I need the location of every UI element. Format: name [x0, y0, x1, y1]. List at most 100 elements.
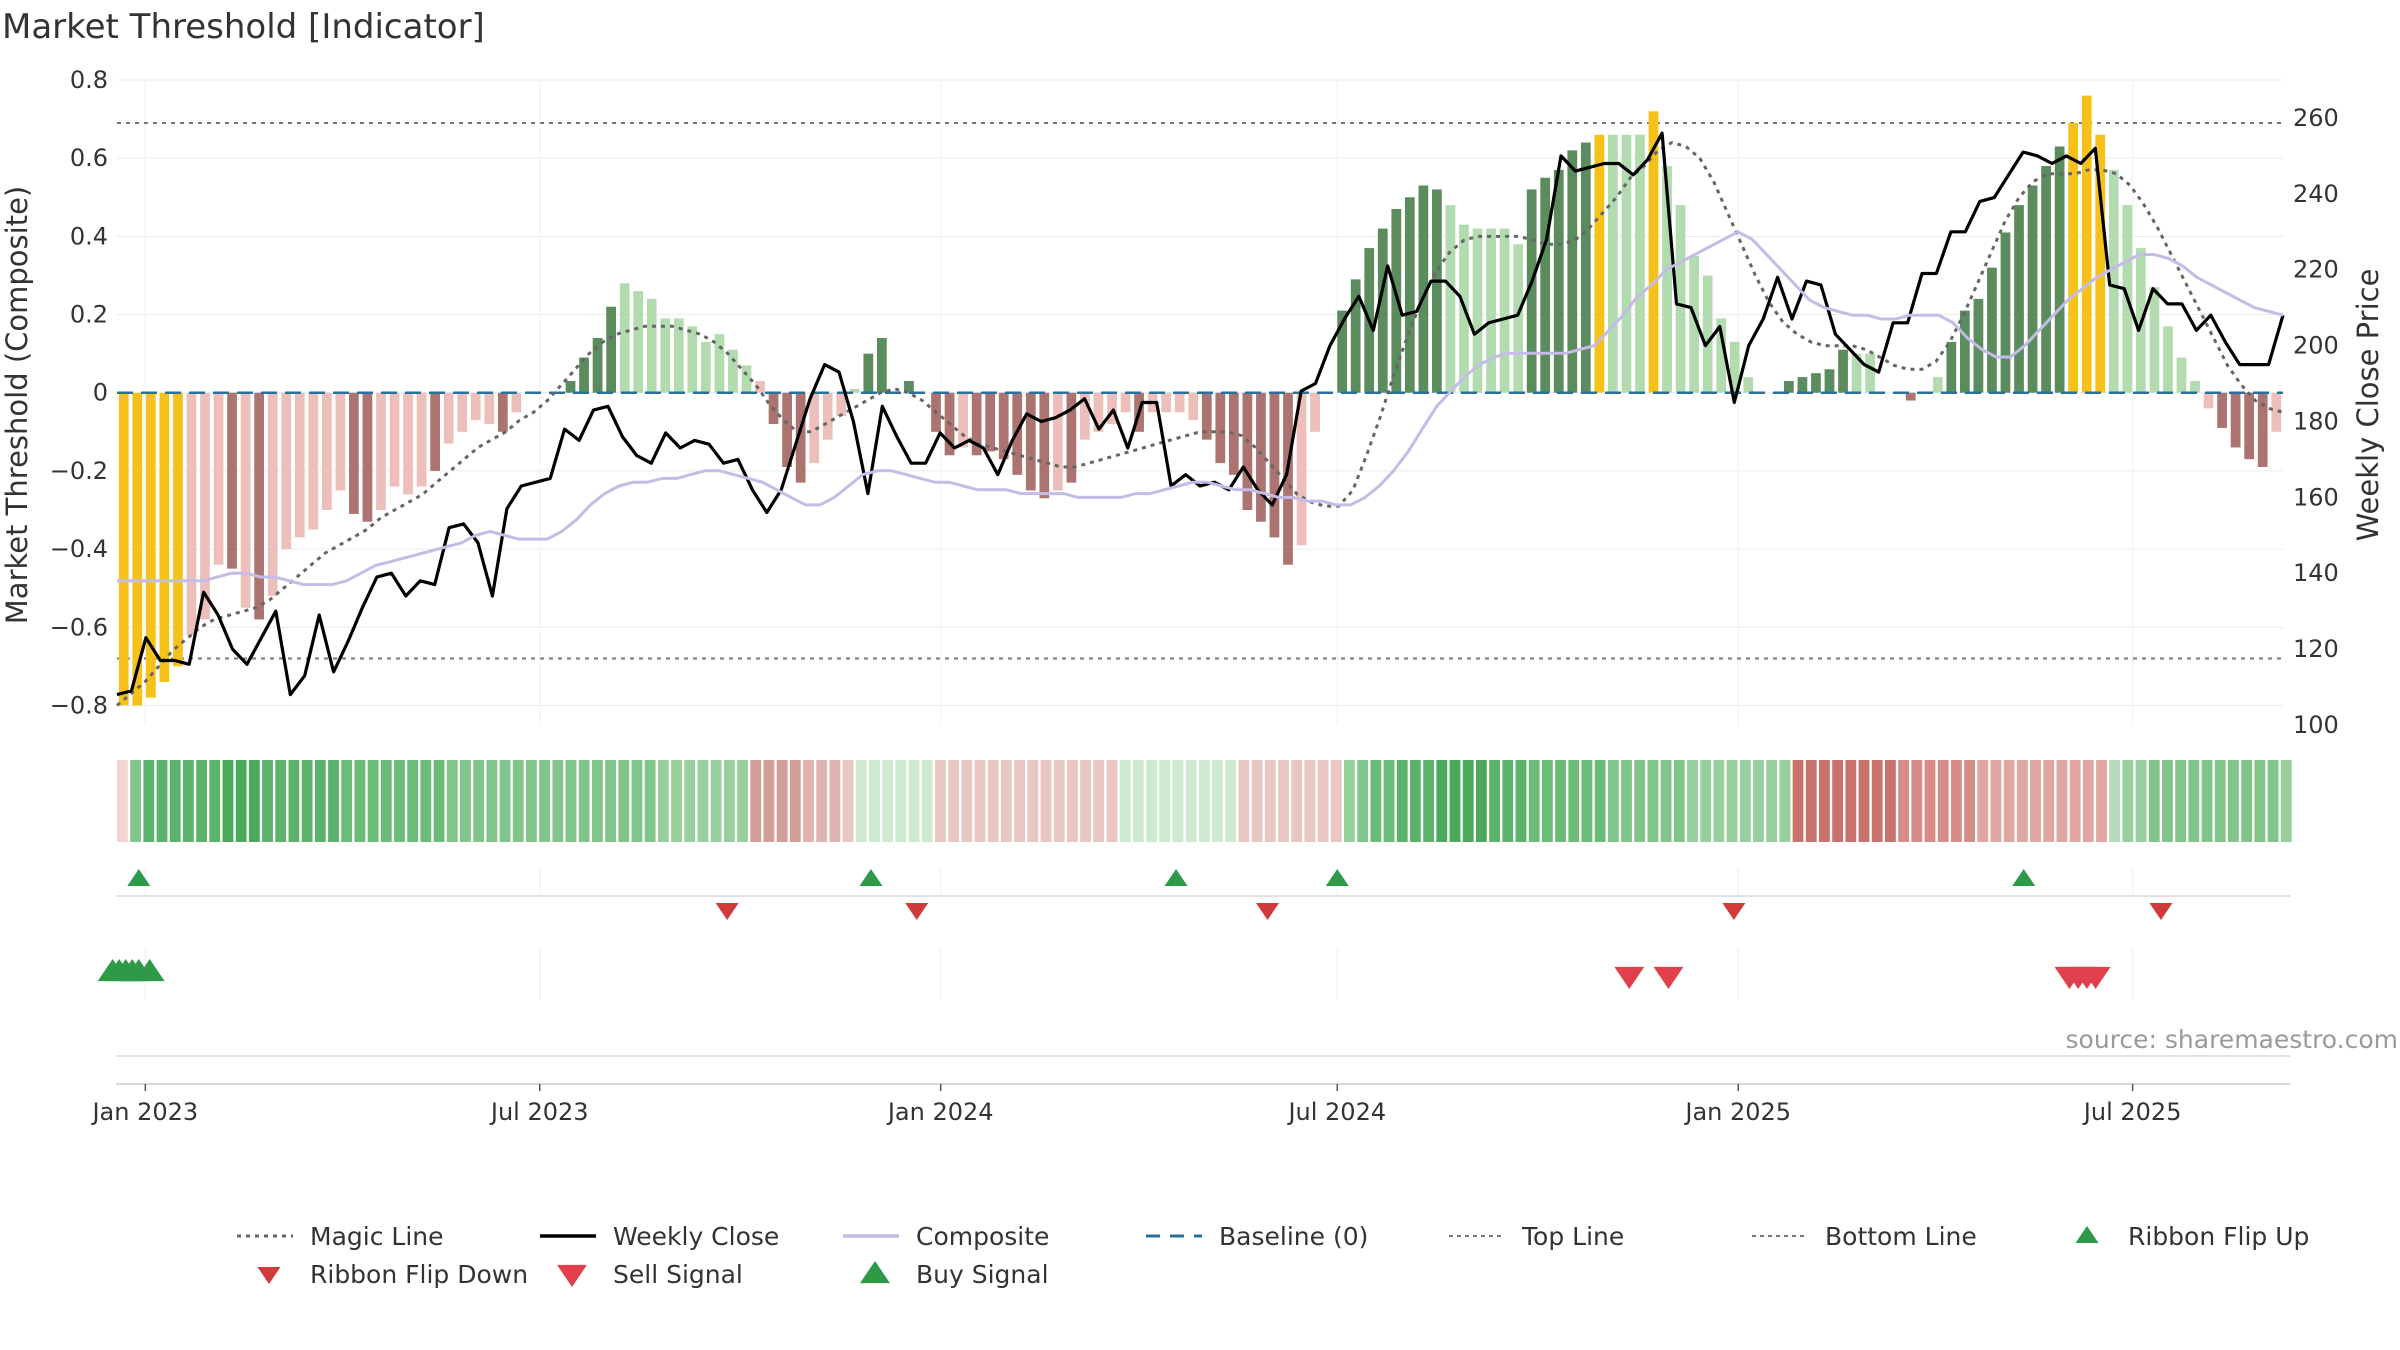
composite-bar: [1838, 349, 1848, 393]
composite-bar: [579, 357, 589, 393]
composite-bar: [1039, 392, 1050, 499]
composite-bar: [701, 341, 711, 393]
composite-bar: [416, 392, 427, 487]
composite-bar: [1201, 392, 1212, 440]
ribbon-cell: [1924, 760, 1936, 842]
composite-bar: [1608, 134, 1618, 393]
legend-item: Weekly Close: [540, 1222, 779, 1251]
composite-bar: [1662, 166, 1672, 393]
composite-bar: [1797, 377, 1808, 393]
ribbon-cell: [1779, 760, 1791, 842]
ribbon-cell: [1172, 760, 1184, 842]
ribbon-cell: [222, 760, 234, 842]
composite-bar: [1987, 267, 1997, 393]
composite-bar: [1188, 392, 1199, 421]
ribbon-cell: [1687, 760, 1698, 842]
ribbon-cell: [1937, 760, 1949, 842]
ribbon-flip-up-marker: [1164, 869, 1188, 886]
x-tick-label: Jan 2024: [886, 1098, 994, 1126]
composite-bar: [1215, 392, 1226, 464]
y2-tick-label: 260: [2293, 104, 2339, 132]
ribbon-flip-up-marker: [2012, 869, 2036, 886]
ribbon-cell: [2043, 760, 2055, 842]
composite-bar: [2257, 392, 2268, 467]
ribbon-cell: [2016, 760, 2028, 842]
ribbon-cell: [578, 760, 590, 842]
composite-bar: [1120, 392, 1131, 413]
ribbon-cell: [1990, 760, 2002, 842]
composite-bar: [497, 392, 508, 432]
ribbon-cell: [1766, 760, 1778, 842]
chart-title: Market Threshold [Indicator]: [2, 7, 485, 47]
composite-bar: [1743, 377, 1754, 393]
ribbon-cell: [1753, 760, 1764, 842]
legend-label: Ribbon Flip Down: [310, 1260, 528, 1289]
ribbon-cell: [341, 760, 353, 842]
ribbon-cell: [1436, 760, 1448, 842]
composite-bar: [619, 283, 630, 393]
ribbon-cell: [1555, 760, 1566, 842]
ribbon-cell: [974, 760, 986, 842]
composite-bar: [633, 291, 644, 393]
composite-bar: [1621, 134, 1632, 393]
ribbon-cell: [512, 760, 524, 842]
ribbon-cell: [1858, 760, 1870, 842]
composite-bar: [294, 392, 305, 538]
legend-label: Weekly Close: [613, 1222, 779, 1251]
ribbon-cell: [1238, 760, 1250, 842]
composite-bar: [267, 392, 278, 596]
ribbon-cell: [1383, 760, 1395, 842]
composite-bar: [1811, 373, 1821, 393]
legend-item: Bottom Line: [1752, 1222, 1977, 1251]
ribbon-flip-down-marker: [715, 903, 739, 920]
composite-bar: [998, 392, 1009, 460]
y-tick-label: −0.8: [50, 691, 108, 719]
x-tick-label: Jul 2023: [489, 1098, 589, 1126]
composite-bar: [863, 353, 874, 393]
ribbon-cell: [196, 760, 207, 842]
ribbon-cell: [2069, 760, 2081, 842]
composite-bar: [2081, 95, 2092, 393]
composite-bar: [470, 392, 481, 421]
ribbon-cell: [1357, 760, 1369, 842]
ribbon-cell: [1106, 760, 1118, 842]
legend-item: Sell Signal: [557, 1260, 743, 1289]
composite-bar: [2217, 392, 2227, 428]
composite-bar: [1404, 197, 1415, 393]
composite-bar: [403, 392, 413, 495]
ribbon-cell: [275, 760, 287, 842]
composite-bar: [538, 392, 549, 394]
grid-layer: [117, 79, 2283, 725]
composite-line: [117, 230, 2284, 587]
composite-bar: [1228, 392, 1239, 475]
composite-bars: [117, 95, 2283, 706]
composite-bar: [2271, 392, 2282, 432]
ribbon-cell: [248, 760, 260, 842]
composite-bar: [822, 392, 833, 440]
composite-bar: [1729, 341, 1740, 393]
ribbon-cell: [605, 760, 616, 842]
sell-signal-marker: [2080, 966, 2111, 989]
composite-bar: [1256, 392, 1266, 522]
ribbon-cell: [1370, 760, 1382, 842]
legend-swatch: [2075, 1226, 2099, 1243]
ribbon-cell: [1317, 760, 1329, 842]
ribbon-cell: [921, 760, 933, 842]
ribbon-cell: [1607, 760, 1619, 842]
x-tick-label: Jan 2023: [90, 1098, 198, 1126]
ribbon-cell: [1647, 760, 1659, 842]
ribbon-cell: [1278, 760, 1289, 842]
ribbon-cell: [697, 760, 709, 842]
composite-bar: [376, 392, 386, 510]
ribbon-cell: [1251, 760, 1263, 842]
ribbon-cell: [618, 760, 630, 842]
composite-bar: [2149, 287, 2160, 393]
ribbon-cell: [2030, 760, 2041, 842]
ribbon-cell: [750, 760, 762, 842]
composite-bar: [159, 392, 170, 682]
y2-tick-label: 200: [2293, 332, 2339, 360]
ribbon-cell: [763, 760, 775, 842]
ribbon-cell: [961, 760, 973, 842]
composite-bar: [1865, 353, 1875, 393]
ribbon-cell: [684, 760, 696, 842]
